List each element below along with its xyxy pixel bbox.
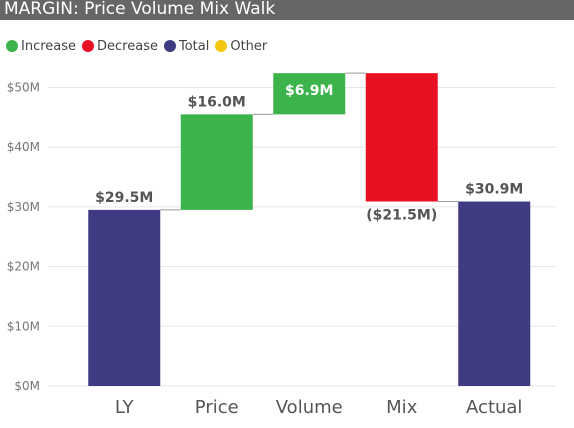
x-category-label: Volume bbox=[276, 397, 343, 418]
data-label: $6.9M bbox=[285, 83, 333, 99]
bar bbox=[273, 73, 346, 115]
y-tick-label: $10M bbox=[7, 319, 40, 333]
bar bbox=[458, 201, 531, 386]
x-category-label: Mix bbox=[386, 397, 418, 418]
legend-total-label: Total bbox=[178, 38, 210, 54]
legend-item-total[interactable]: Total bbox=[163, 38, 210, 54]
chart-title: MARGIN: Price Volume Mix Walk bbox=[4, 0, 276, 19]
bar bbox=[180, 114, 253, 210]
legend-item-decrease[interactable]: Decrease bbox=[82, 39, 158, 54]
bar bbox=[365, 73, 438, 202]
legend-increase-dot-icon bbox=[6, 40, 18, 52]
y-tick-label: $0M bbox=[14, 379, 40, 393]
y-tick-label: $50M bbox=[7, 81, 40, 95]
legend-item-other[interactable]: Other bbox=[215, 39, 267, 54]
x-category-label: LY bbox=[115, 397, 135, 418]
legend-total-dot-icon bbox=[163, 40, 176, 52]
x-category-label: Actual bbox=[466, 397, 522, 418]
y-tick-label: $20M bbox=[7, 260, 40, 274]
y-tick-label: $40M bbox=[7, 140, 40, 154]
data-label: ($21.5M) bbox=[366, 208, 437, 224]
legend-item-increase[interactable]: Increase bbox=[6, 39, 76, 54]
legend-decrease-dot-icon bbox=[82, 40, 95, 52]
data-label: $30.9M bbox=[465, 182, 523, 198]
x-category-label: Price bbox=[195, 397, 239, 418]
title-bar: MARGIN: Price Volume Mix Walk bbox=[0, 0, 574, 20]
y-tick-label: $30M bbox=[7, 200, 40, 214]
legend-other-dot-icon bbox=[215, 40, 228, 52]
bar bbox=[88, 209, 161, 386]
data-label: $29.5M bbox=[95, 190, 153, 206]
legend-decrease-label: Decrease bbox=[97, 38, 158, 54]
data-label: $16.0M bbox=[188, 94, 246, 110]
legend-other-label: Other bbox=[230, 38, 268, 54]
legend: Increase Decrease Total Other bbox=[6, 37, 273, 55]
legend-increase-label: Increase bbox=[21, 38, 77, 54]
